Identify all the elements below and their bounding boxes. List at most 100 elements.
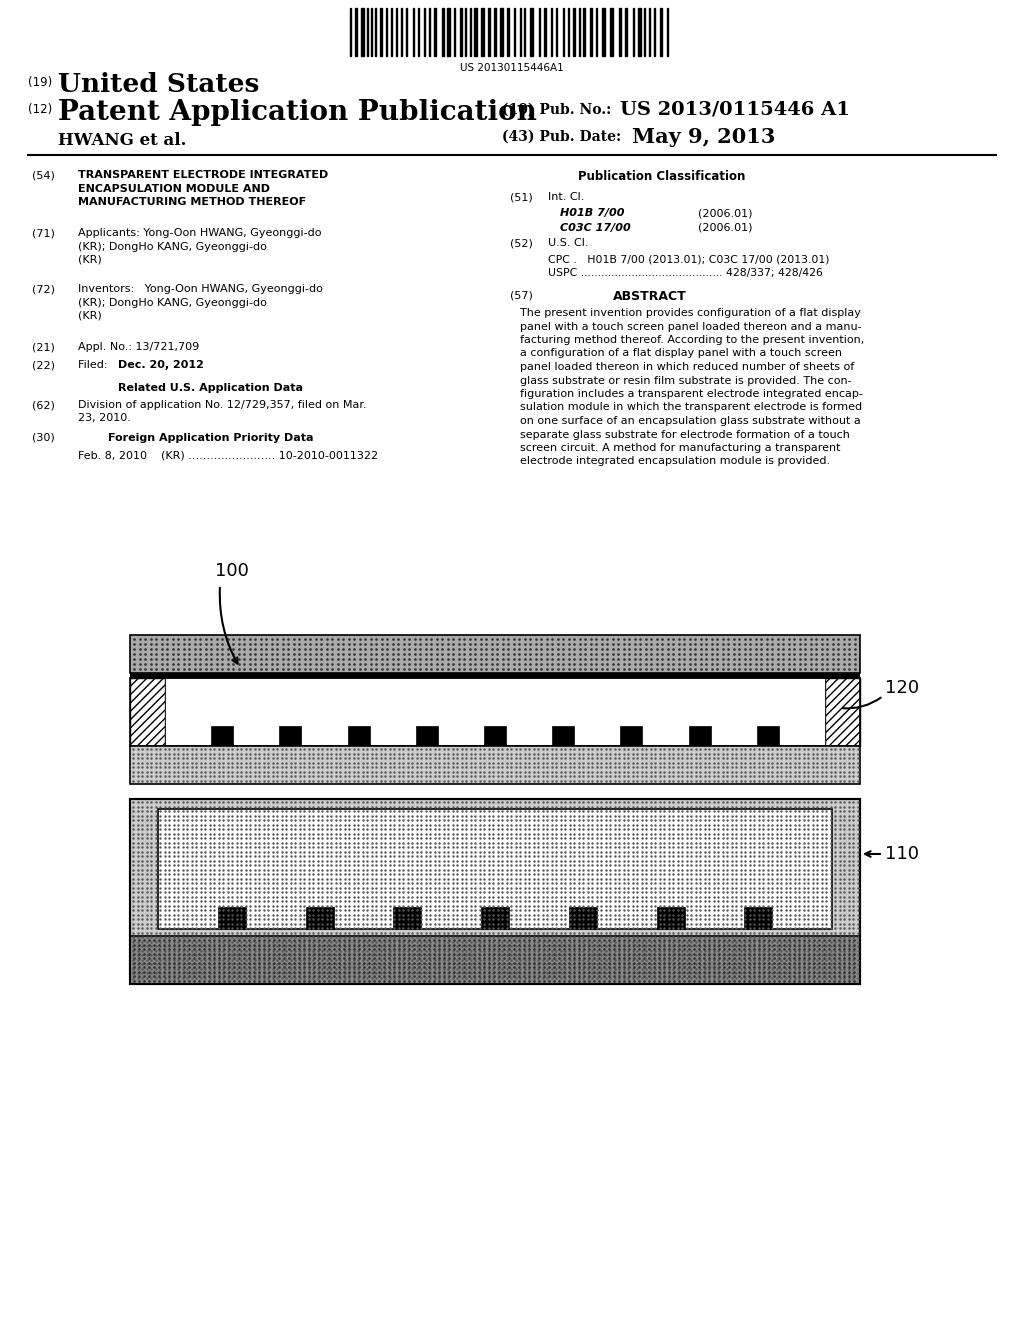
Bar bbox=[481, 8, 484, 55]
Bar bbox=[460, 8, 462, 55]
Bar bbox=[474, 8, 477, 55]
Bar bbox=[500, 8, 503, 55]
Bar bbox=[583, 8, 585, 55]
Bar bbox=[218, 907, 246, 929]
Text: figuration includes a transparent electrode integrated encap-: figuration includes a transparent electr… bbox=[520, 389, 863, 399]
Text: (KR): (KR) bbox=[78, 312, 101, 321]
Bar bbox=[442, 8, 444, 55]
Text: H01B 7/00: H01B 7/00 bbox=[560, 209, 625, 218]
Bar bbox=[130, 799, 860, 983]
Text: (22): (22) bbox=[32, 360, 55, 370]
Text: glass substrate or resin film substrate is provided. The con-: glass substrate or resin film substrate … bbox=[520, 375, 852, 385]
Text: (KR); DongHo KANG, Gyeonggi-do: (KR); DongHo KANG, Gyeonggi-do bbox=[78, 242, 267, 252]
Bar bbox=[568, 907, 597, 929]
Text: a configuration of a flat display panel with a touch screen: a configuration of a flat display panel … bbox=[520, 348, 842, 359]
Text: 100: 100 bbox=[215, 562, 249, 579]
Text: C03C 17/00: C03C 17/00 bbox=[560, 223, 631, 234]
Bar bbox=[507, 8, 509, 55]
Bar bbox=[744, 907, 772, 929]
Bar bbox=[757, 726, 779, 746]
Text: Publication Classification: Publication Classification bbox=[578, 170, 745, 183]
Bar bbox=[484, 726, 506, 746]
Bar bbox=[610, 8, 613, 55]
Bar bbox=[688, 726, 711, 746]
Text: Int. Cl.: Int. Cl. bbox=[548, 191, 585, 202]
Bar bbox=[347, 726, 370, 746]
Text: 110: 110 bbox=[885, 845, 919, 863]
Text: (57): (57) bbox=[510, 290, 532, 300]
Bar bbox=[130, 799, 860, 983]
Bar bbox=[638, 8, 641, 55]
Bar bbox=[416, 726, 438, 746]
Bar bbox=[660, 8, 662, 55]
Text: USPC .......................................... 428/337; 428/426: USPC ...................................… bbox=[548, 268, 823, 279]
Text: on one surface of an encapsulation glass substrate without a: on one surface of an encapsulation glass… bbox=[520, 416, 861, 426]
Text: screen circuit. A method for manufacturing a transparent: screen circuit. A method for manufacturi… bbox=[520, 444, 841, 453]
Text: facturing method thereof. According to the present invention,: facturing method thereof. According to t… bbox=[520, 335, 864, 345]
Text: separate glass substrate for electrode formation of a touch: separate glass substrate for electrode f… bbox=[520, 429, 850, 440]
Text: sulation module in which the transparent electrode is formed: sulation module in which the transparent… bbox=[520, 403, 862, 412]
Text: Division of application No. 12/729,357, filed on Mar.: Division of application No. 12/729,357, … bbox=[78, 400, 367, 411]
Text: (12): (12) bbox=[28, 103, 52, 116]
Bar bbox=[530, 8, 534, 55]
Text: U.S. Cl.: U.S. Cl. bbox=[548, 238, 589, 248]
Bar bbox=[165, 678, 825, 746]
Text: (10) Pub. No.:: (10) Pub. No.: bbox=[502, 103, 611, 117]
Bar bbox=[573, 8, 575, 55]
Text: (43) Pub. Date:: (43) Pub. Date: bbox=[502, 129, 622, 144]
Text: (2006.01): (2006.01) bbox=[698, 223, 753, 234]
Text: (19): (19) bbox=[28, 77, 52, 88]
Bar bbox=[211, 726, 233, 746]
Text: (72): (72) bbox=[32, 284, 55, 294]
Text: Applicants: Yong-Oon HWANG, Gyeonggi-do: Applicants: Yong-Oon HWANG, Gyeonggi-do bbox=[78, 228, 322, 238]
Text: TRANSPARENT ELECTRODE INTEGRATED: TRANSPARENT ELECTRODE INTEGRATED bbox=[78, 170, 329, 180]
Text: The present invention provides configuration of a flat display: The present invention provides configura… bbox=[520, 308, 861, 318]
Text: (30): (30) bbox=[32, 433, 54, 444]
Text: (2006.01): (2006.01) bbox=[698, 209, 753, 218]
Text: May 9, 2013: May 9, 2013 bbox=[632, 127, 775, 147]
Text: (21): (21) bbox=[32, 342, 55, 352]
Bar bbox=[434, 8, 436, 55]
Bar bbox=[158, 809, 831, 929]
Text: (KR); DongHo KANG, Gyeonggi-do: (KR); DongHo KANG, Gyeonggi-do bbox=[78, 297, 267, 308]
Text: (54): (54) bbox=[32, 170, 55, 180]
Bar bbox=[361, 8, 364, 55]
Text: Inventors:   Yong-Oon HWANG, Gyeonggi-do: Inventors: Yong-Oon HWANG, Gyeonggi-do bbox=[78, 284, 323, 294]
Bar bbox=[825, 678, 860, 746]
Bar bbox=[602, 8, 605, 55]
Bar bbox=[130, 673, 860, 678]
Bar bbox=[130, 678, 165, 746]
Text: panel with a touch screen panel loaded thereon and a manu-: panel with a touch screen panel loaded t… bbox=[520, 322, 861, 331]
Text: Related U.S. Application Data: Related U.S. Application Data bbox=[118, 383, 303, 393]
Text: (71): (71) bbox=[32, 228, 55, 238]
Bar bbox=[618, 8, 621, 55]
Text: Appl. No.: 13/721,709: Appl. No.: 13/721,709 bbox=[78, 342, 200, 352]
Text: electrode integrated encapsulation module is provided.: electrode integrated encapsulation modul… bbox=[520, 457, 830, 466]
Text: United States: United States bbox=[58, 73, 259, 96]
Text: ABSTRACT: ABSTRACT bbox=[613, 290, 687, 304]
Text: (52): (52) bbox=[510, 238, 532, 248]
Bar bbox=[590, 8, 592, 55]
Text: Dec. 20, 2012: Dec. 20, 2012 bbox=[118, 360, 204, 370]
Text: CPC .   H01B 7/00 (2013.01); C03C 17/00 (2013.01): CPC . H01B 7/00 (2013.01); C03C 17/00 (2… bbox=[548, 253, 829, 264]
Text: US 20130115446A1: US 20130115446A1 bbox=[460, 63, 564, 73]
Text: MANUFACTURING METHOD THEREOF: MANUFACTURING METHOD THEREOF bbox=[78, 197, 306, 207]
Bar bbox=[130, 635, 860, 673]
Bar bbox=[130, 678, 860, 746]
Bar bbox=[494, 8, 496, 55]
Text: ENCAPSULATION MODULE AND: ENCAPSULATION MODULE AND bbox=[78, 183, 270, 194]
Bar bbox=[621, 726, 642, 746]
Text: 120: 120 bbox=[885, 678, 920, 697]
Bar bbox=[656, 907, 684, 929]
Bar bbox=[393, 907, 421, 929]
Bar bbox=[380, 8, 382, 55]
Bar bbox=[447, 8, 450, 55]
Bar bbox=[544, 8, 546, 55]
Text: Foreign Application Priority Data: Foreign Application Priority Data bbox=[108, 433, 313, 444]
Text: HWANG et al.: HWANG et al. bbox=[58, 132, 186, 149]
Bar bbox=[481, 907, 509, 929]
Bar bbox=[552, 726, 574, 746]
Bar bbox=[305, 907, 334, 929]
Bar bbox=[625, 8, 627, 55]
Bar bbox=[355, 8, 357, 55]
